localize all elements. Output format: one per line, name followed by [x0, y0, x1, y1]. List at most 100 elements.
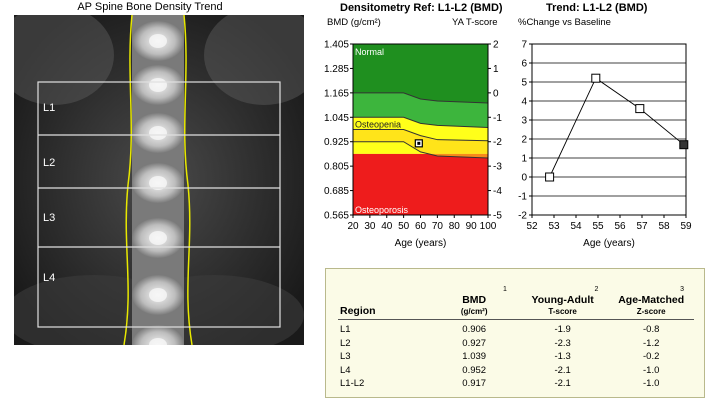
cell-zscore: -0.2 — [643, 351, 660, 363]
tertiary-curve — [353, 141, 489, 159]
band-normal-light — [353, 92, 488, 128]
scan-title: AP Spine Bone Density Trend — [77, 1, 223, 13]
table-row: L1-L2 0.917 -2.1 -1.0 — [338, 377, 694, 391]
cell-region: L1-L2 — [340, 378, 365, 390]
cell-bmd: 0.906 — [462, 324, 487, 336]
cell-tscore: -2.1 — [554, 364, 571, 376]
y-tick-label: 0.685 — [324, 186, 349, 197]
x-tick-label: 30 — [364, 221, 376, 232]
cell-tscore: -2.3 — [554, 337, 571, 349]
y2-tick-label: -4 — [493, 186, 502, 197]
spine-scan-svg: L1 L2 L3 L4 — [0, 5, 324, 365]
y-tick-label: -2 — [518, 211, 527, 222]
cell-zscore: -1.0 — [643, 364, 660, 376]
trend-point — [545, 172, 555, 182]
header-bmd-footnote: 1 — [503, 286, 507, 293]
y2-tick-label: -3 — [493, 162, 502, 173]
cell-bmd: 1.039 — [462, 351, 487, 363]
densitometry-title: Densitometry Ref: L1-L2 (BMD) — [340, 2, 503, 14]
x-tick-label: 100 — [480, 221, 497, 232]
header-bmd: 1 BMD (g/cm²) — [431, 277, 517, 320]
header-bmd-unit: (g/cm²) — [460, 307, 488, 316]
trend-line — [549, 77, 685, 178]
y-tick-label: 0.925 — [324, 137, 349, 148]
spinous-process — [149, 176, 167, 190]
zone-label-osteopenia: Osteopenia — [355, 119, 401, 129]
x-tick-label: 90 — [466, 221, 478, 232]
cell-zscore: -0.8 — [643, 324, 660, 336]
upper-curve — [353, 92, 489, 104]
table-row: L4 0.952 -2.1 -1.0 — [338, 364, 694, 378]
trend-ylabel: %Change vs Baseline — [518, 17, 611, 28]
cell-tscore: -1.9 — [554, 324, 571, 336]
x-tick-label: 20 — [347, 221, 359, 232]
table-row: L3 1.039 -1.3 -0.2 — [338, 350, 694, 364]
trend-title: Trend: L1-L2 (BMD) — [546, 2, 648, 14]
cell-tscore: -2.1 — [554, 378, 571, 390]
header-young-adult: 2 Young-Adult T-score — [516, 277, 609, 320]
cell-bmd: 0.952 — [462, 364, 487, 376]
y-tick-label: 3 — [521, 116, 527, 127]
header-ya-label: Young-Adult — [531, 294, 594, 306]
cell-region: L1 — [340, 324, 351, 336]
cell-region: L4 — [340, 364, 351, 376]
x-tick-label: 60 — [415, 221, 427, 232]
trend-point — [591, 73, 601, 83]
x-tick-label: 53 — [548, 221, 560, 232]
x-axis-label: Age (years) — [583, 238, 635, 249]
x-tick-label: 55 — [592, 221, 604, 232]
spinous-process — [149, 34, 167, 48]
vertebrae-group — [132, 21, 184, 365]
x-tick-label: 58 — [658, 221, 670, 232]
cell-zscore: -1.0 — [643, 378, 660, 390]
header-am-label: Age-Matched — [618, 294, 685, 306]
y-tick-label: 2 — [521, 135, 527, 146]
cell-region: L3 — [340, 351, 351, 363]
y-tick-label: 6 — [521, 59, 527, 70]
spine-right-edge — [183, 14, 193, 346]
band-osteoporosis — [353, 153, 488, 215]
region-label-l2: L2 — [43, 157, 55, 169]
secondary-curve — [353, 129, 489, 142]
cell-bmd: 0.917 — [462, 378, 487, 390]
spinous-process — [149, 231, 167, 245]
y-tick-label: 7 — [521, 40, 527, 51]
y2-tick-label: -2 — [493, 137, 502, 148]
spine-left-edge — [123, 14, 133, 346]
tscore-axis-label: YA T-score — [452, 17, 498, 28]
densitometry-chart: 1.405 1.285 1.165 1.045 0.925 0.805 0.685 0.565… — [324, 40, 502, 250]
trend-point — [679, 140, 689, 150]
y-tick-label: 1 — [521, 154, 527, 165]
zone-label-normal: Normal — [355, 47, 384, 57]
x-tick-label: 80 — [449, 221, 461, 232]
y2-tick-label: 1 — [493, 64, 499, 75]
y2-tick-label: 2 — [493, 40, 499, 51]
header-ya-unit: T-score — [548, 307, 577, 316]
x-axis-label: Age (years) — [395, 238, 447, 249]
x-tick-label: 50 — [398, 221, 410, 232]
header-age-matched: 3 Age-Matched Z-score — [608, 277, 694, 320]
results-table: Region 1 BMD (g/cm²) 2 Young-Adult T-sco… — [338, 277, 694, 391]
y-tick-label: 5 — [521, 78, 527, 89]
y-tick-label: 0.565 — [324, 211, 349, 222]
header-bmd-label: BMD — [462, 294, 487, 306]
x-tick-label: 40 — [381, 221, 393, 232]
x-tick-label: 57 — [636, 221, 648, 232]
header-ya-footnote: 2 — [594, 286, 599, 293]
results-table-panel: Region 1 BMD (g/cm²) 2 Young-Adult T-sco… — [325, 268, 705, 398]
y-tick-label: 1.165 — [324, 88, 349, 99]
cell-bmd: 0.927 — [462, 337, 487, 349]
patient-point-center — [417, 141, 421, 145]
header-am-unit: Z-score — [636, 307, 666, 316]
cell-zscore: -1.2 — [643, 337, 660, 349]
header-region: Region — [338, 277, 432, 320]
spine-scan-image: L1 L2 L3 L4 — [0, 5, 324, 365]
bmd-axis-label: BMD (g/cm²) — [327, 17, 381, 28]
x-tick-label: 59 — [680, 221, 692, 232]
spinous-process — [149, 288, 167, 302]
x-tick-label: 52 — [526, 221, 538, 232]
spinous-process — [149, 78, 167, 92]
x-tick-label: 56 — [614, 221, 626, 232]
y-tick-label: 0 — [521, 173, 527, 184]
